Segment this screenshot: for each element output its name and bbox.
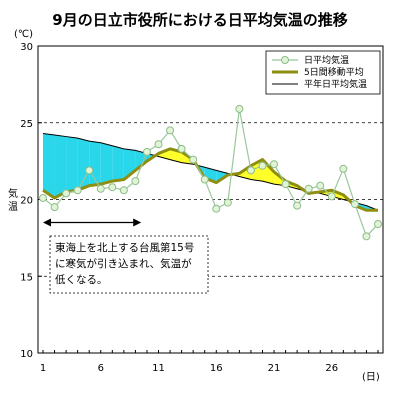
daily-temperature-point (350, 200, 359, 209)
fill-below-normal (100, 142, 113, 185)
x-tick-label: 16 (210, 363, 223, 374)
legend: 日平均気温 5日間移動平均 平年日平均気温 (265, 50, 381, 95)
y-tick-label: 30 (20, 42, 33, 53)
annotation-line-1: 東海上を北上する台風第15号 (55, 241, 194, 254)
daily-temperature-point (200, 175, 209, 184)
daily-temperature-point (177, 144, 186, 153)
daily-temperature-point (223, 198, 232, 207)
daily-temperature-point (154, 140, 163, 149)
x-unit-label: (日) (362, 372, 380, 383)
daily-temperature-point (212, 204, 221, 213)
daily-temperature-point (62, 189, 71, 198)
daily-temperature-point (96, 184, 105, 193)
annotation-line-3: 低くなる。 (55, 273, 108, 286)
fill-below-normal (77, 138, 90, 191)
y-ticks: 10 15 20 25 30 (20, 42, 42, 360)
daily-temperature-point (316, 181, 325, 190)
chart-title: 9月の日立市役所における日平均気温の推移 (52, 11, 347, 29)
legend-label-normal: 平年日平均気温 (304, 78, 367, 90)
legend-label-daily: 日平均気温 (304, 54, 349, 66)
y-axis-label: 気温 (8, 187, 18, 213)
daily-temperature-point (374, 220, 382, 229)
annotation-arrowhead-left (43, 218, 51, 227)
moving-average-line (42, 147, 378, 212)
daily-temperature-point (131, 177, 140, 186)
annotation-box (49, 235, 209, 294)
plot-area (37, 45, 384, 354)
y-tick-label: 15 (20, 272, 33, 283)
typhoon-annotation: 東海上を北上する台風第15号 に寒気が引き込まれ、気温が 低くなる。 (43, 218, 209, 294)
data-points (39, 104, 382, 241)
fill-below-normal (135, 150, 147, 171)
y-tick-label: 25 (20, 119, 33, 130)
daily-temperature-point (258, 161, 267, 170)
x-tick-label: 6 (98, 363, 104, 374)
daily-temperature-point (189, 155, 198, 164)
legend-marker-daily (281, 56, 289, 64)
fill-below-normal (54, 135, 67, 198)
daily-temperature-point (327, 192, 336, 201)
x-tick-label: 1 (40, 363, 46, 374)
x-tick-label: 26 (325, 363, 338, 374)
daily-temperature-point (39, 193, 47, 202)
y-unit-label: (℃) (14, 29, 33, 40)
y-tick-label: 20 (20, 196, 33, 207)
annotation-line-2: に寒気が引き込まれ、気温が (55, 257, 192, 270)
daily-temperature-point (246, 166, 255, 175)
y-tick-label: 10 (20, 349, 33, 360)
daily-temperature-point (293, 201, 302, 210)
x-tick-label: 11 (152, 363, 165, 374)
annotation-arrowhead-right (133, 218, 142, 227)
daily-temperature-point (85, 166, 94, 175)
daily-temperature-point (270, 160, 279, 169)
legend-label-moving-avg: 5日間移動平均 (304, 66, 364, 78)
daily-temperature-point (304, 184, 313, 193)
daily-temperature-point (339, 164, 348, 173)
normal-temperature-line (42, 132, 379, 211)
daily-temperature-point (166, 126, 175, 135)
daily-temperature-point (119, 186, 128, 195)
fill-below-normal (43, 133, 55, 198)
daily-temperature-point (281, 180, 290, 189)
x-ticks: 1 6 11 16 21 26 (40, 350, 379, 374)
daily-temperature-point (142, 147, 151, 156)
fill-below-normal (112, 145, 124, 182)
fill-below-normal (66, 136, 78, 192)
x-tick-label: 21 (268, 363, 281, 374)
daily-temperature-point (50, 203, 59, 212)
y-axis-label-char: 気 (8, 187, 18, 200)
daily-temperature-point (235, 104, 244, 113)
y-axis-label-char: 温 (8, 201, 18, 213)
daily-temperature-point (362, 232, 371, 241)
daily-temperature-point (73, 186, 82, 195)
daily-temperature-point (108, 183, 117, 192)
